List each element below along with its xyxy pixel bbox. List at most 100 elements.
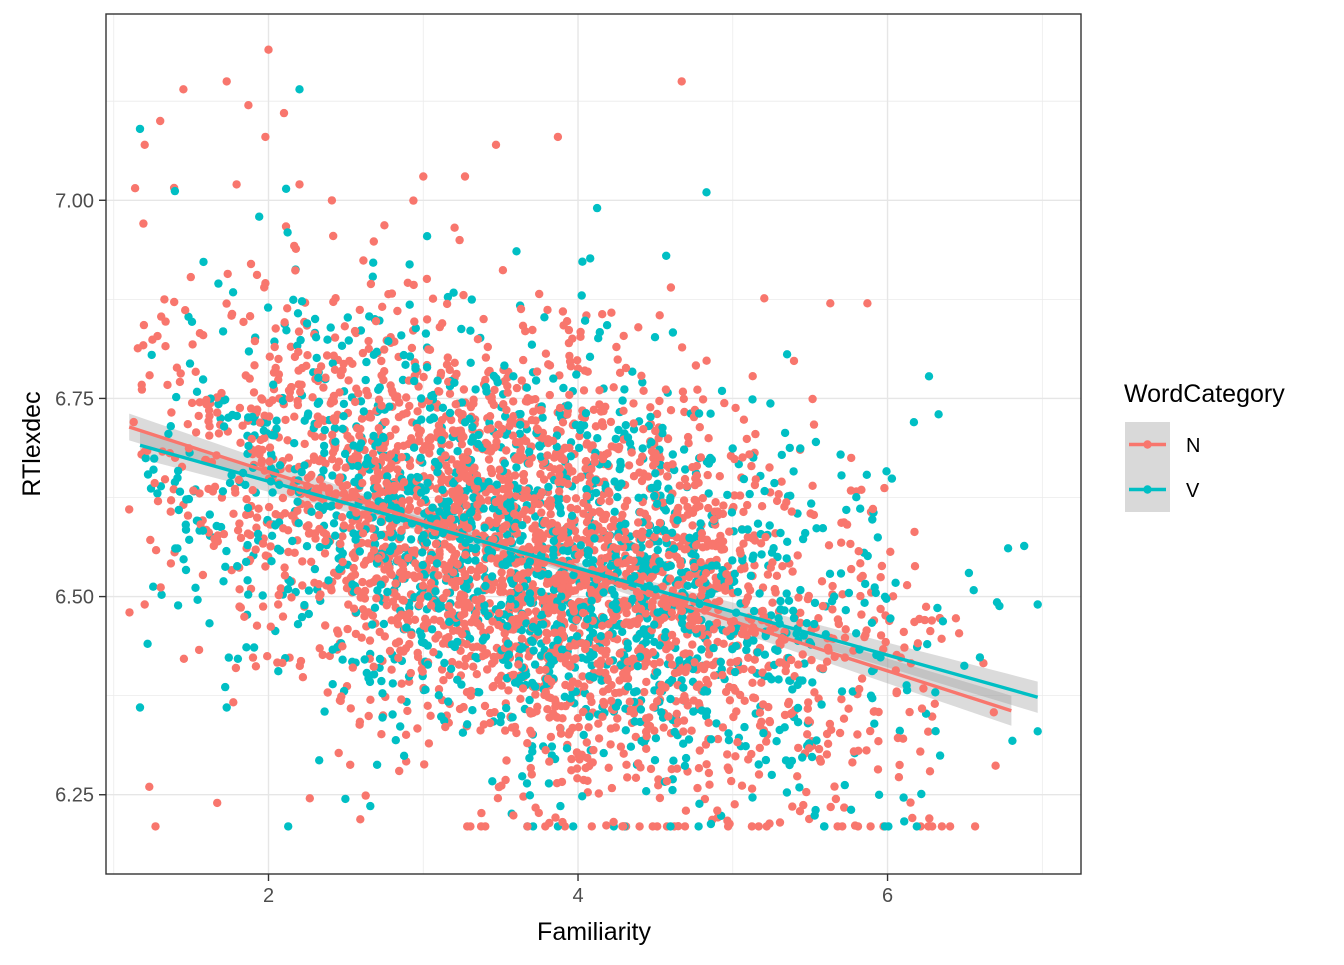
data-point-v	[348, 580, 357, 589]
data-point-n	[634, 614, 644, 623]
data-point-v	[466, 326, 475, 335]
data-point-n	[321, 536, 330, 546]
data-point-n	[377, 356, 386, 366]
data-point-n	[550, 695, 560, 704]
data-point-n	[676, 561, 685, 570]
data-point-v	[581, 409, 591, 418]
data-point-n	[441, 722, 450, 732]
data-point-n	[151, 546, 161, 555]
data-point-n	[202, 395, 211, 405]
data-point-v	[796, 444, 805, 453]
data-point-n	[333, 626, 342, 635]
data-point-n	[369, 662, 378, 671]
data-point-n	[498, 581, 508, 590]
data-point-v	[628, 367, 637, 376]
data-point-n	[489, 652, 498, 662]
data-point-n	[674, 822, 683, 831]
data-point-v	[198, 526, 208, 535]
data-point-n	[479, 720, 489, 729]
data-point-n	[945, 822, 955, 831]
data-point-n	[265, 412, 274, 421]
data-point-n	[341, 463, 350, 472]
data-point-v	[525, 695, 534, 705]
data-point-n	[490, 708, 499, 717]
data-point-v	[668, 450, 677, 459]
data-point-n	[433, 427, 442, 437]
data-point-n	[187, 398, 197, 408]
data-point-v	[443, 292, 453, 302]
data-point-n	[214, 429, 224, 438]
data-point-n	[257, 456, 267, 465]
data-point-v	[294, 519, 303, 528]
data-point-n	[725, 527, 734, 536]
data-point-n	[925, 767, 935, 776]
data-point-n	[465, 601, 474, 610]
data-point-n	[244, 101, 253, 110]
data-point-v	[241, 557, 251, 567]
data-point-n	[229, 509, 238, 518]
data-point-n	[619, 822, 628, 831]
data-point-n	[826, 299, 835, 308]
data-point-v	[802, 619, 811, 628]
data-point-n	[894, 773, 904, 782]
data-point-n	[564, 660, 574, 670]
data-point-n	[566, 503, 575, 513]
y-tick-label: 6.25	[55, 785, 94, 807]
data-point-v	[516, 536, 525, 545]
data-point-v	[437, 712, 446, 721]
data-point-v	[525, 753, 534, 763]
data-point-n	[444, 633, 453, 642]
data-point-v	[923, 640, 932, 649]
data-point-v	[836, 450, 845, 459]
data-point-n	[321, 373, 330, 382]
data-point-n	[509, 397, 518, 406]
data-point-v	[153, 489, 162, 498]
data-point-n	[663, 461, 672, 471]
data-point-v	[583, 431, 592, 440]
data-point-n	[394, 412, 404, 422]
data-point-n	[762, 822, 771, 831]
data-point-n	[386, 381, 395, 390]
data-point-v	[796, 585, 805, 595]
data-point-n	[563, 479, 572, 489]
data-point-n	[413, 423, 422, 433]
data-point-n	[541, 349, 551, 358]
data-point-n	[629, 399, 638, 408]
data-point-v	[769, 544, 778, 553]
data-point-v	[421, 329, 431, 338]
data-point-v	[862, 470, 871, 479]
data-point-v	[819, 822, 829, 831]
data-point-n	[146, 535, 155, 545]
data-point-n	[694, 478, 703, 487]
data-point-v	[349, 529, 358, 538]
data-point-n	[724, 576, 733, 586]
data-point-v	[730, 667, 740, 677]
data-point-n	[441, 451, 450, 460]
data-point-n	[413, 506, 422, 515]
data-point-v	[518, 521, 527, 530]
data-point-n	[390, 486, 399, 495]
data-point-n	[446, 514, 456, 524]
data-point-n	[534, 500, 544, 509]
data-point-v	[444, 697, 453, 706]
data-point-n	[620, 502, 630, 511]
data-point-n	[710, 671, 719, 680]
data-point-v	[909, 418, 919, 427]
data-point-n	[369, 237, 378, 246]
data-point-n	[167, 408, 176, 417]
data-point-v	[434, 691, 443, 700]
data-point-v	[706, 735, 716, 744]
data-point-n	[691, 610, 701, 620]
data-point-v	[777, 450, 786, 460]
data-point-n	[704, 650, 714, 659]
data-point-n	[595, 558, 605, 567]
data-point-v	[193, 595, 202, 604]
data-point-n	[621, 558, 630, 568]
data-point-v	[992, 598, 1002, 607]
data-point-n	[191, 367, 200, 376]
data-point-n	[386, 528, 395, 537]
data-point-n	[574, 722, 583, 732]
data-point-n	[566, 466, 575, 475]
data-point-n	[794, 743, 803, 753]
data-point-v	[406, 535, 416, 544]
